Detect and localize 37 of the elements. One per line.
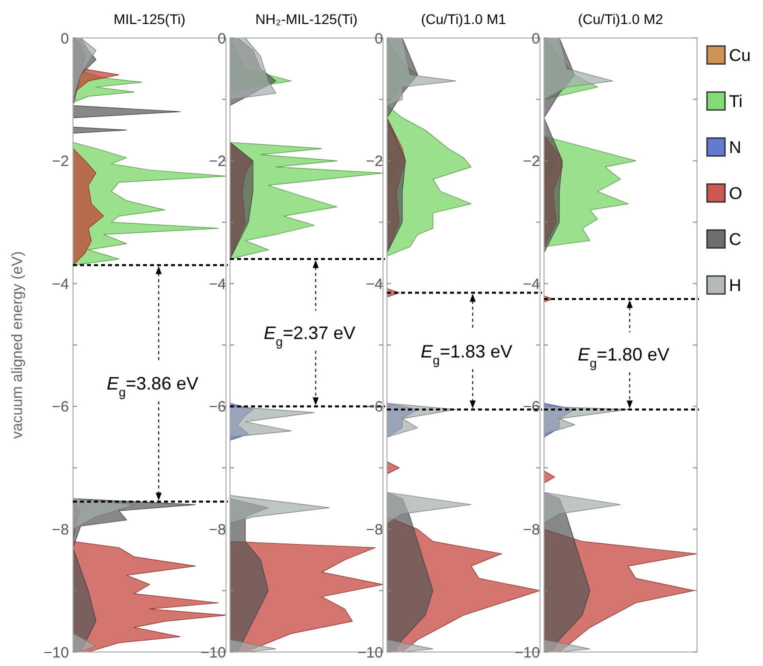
legend-label: N [729, 138, 742, 157]
y-tick-label: 0 [532, 30, 540, 48]
y-tick-label: −10 [514, 644, 540, 662]
y-tick-label: −8 [52, 521, 69, 538]
y-tick-label: −4 [522, 276, 540, 293]
chart-title: (Cu/Ti)1.0 M2 [578, 11, 664, 27]
annotation: E$_{g}$=1.80 eV [578, 344, 670, 371]
y-tick-label: −8 [522, 521, 540, 538]
y-tick-label: −4 [52, 276, 69, 293]
y-tick-label: −8 [208, 521, 226, 538]
y-axis-title: vacuum aligned energy (eV) [9, 251, 26, 439]
chart-title: NH₂-MIL-125(Ti) [255, 11, 358, 27]
y-tick-label: −2 [208, 153, 226, 170]
y-tick-label: −10 [200, 644, 226, 662]
y-tick-label: −4 [208, 276, 226, 293]
y-tick-label: −10 [358, 644, 383, 662]
y-tick-label: 0 [374, 30, 383, 48]
y-tick-label: −4 [366, 276, 383, 293]
y-tick-label: −10 [44, 644, 69, 662]
y-tick-label: 0 [218, 30, 226, 48]
y-tick-label: 0 [60, 30, 69, 48]
chart-title: MIL-125(Ti) [114, 11, 186, 27]
y-tick-label: −2 [522, 153, 540, 170]
y-tick-label: −2 [366, 153, 383, 170]
y-tick-label: −2 [52, 153, 69, 170]
legend-label: O [729, 184, 742, 203]
y-tick-label: −8 [366, 521, 383, 538]
legend-label: C [729, 230, 742, 249]
y-tick-label: −6 [208, 398, 226, 416]
chart-title: (Cu/Ti)1.0 M1 [420, 11, 506, 27]
annotation: E$_{g}$=1.83 eV [420, 341, 512, 368]
legend-label: Cu [729, 46, 751, 65]
legend-label: Ti [729, 92, 743, 111]
legend-label: H [729, 276, 742, 295]
y-tick-label: −6 [52, 398, 69, 416]
annotation: E$_{g}$=2.37 eV [264, 323, 356, 350]
annotation: E$_{g}$=3.86 eV [106, 374, 198, 400]
